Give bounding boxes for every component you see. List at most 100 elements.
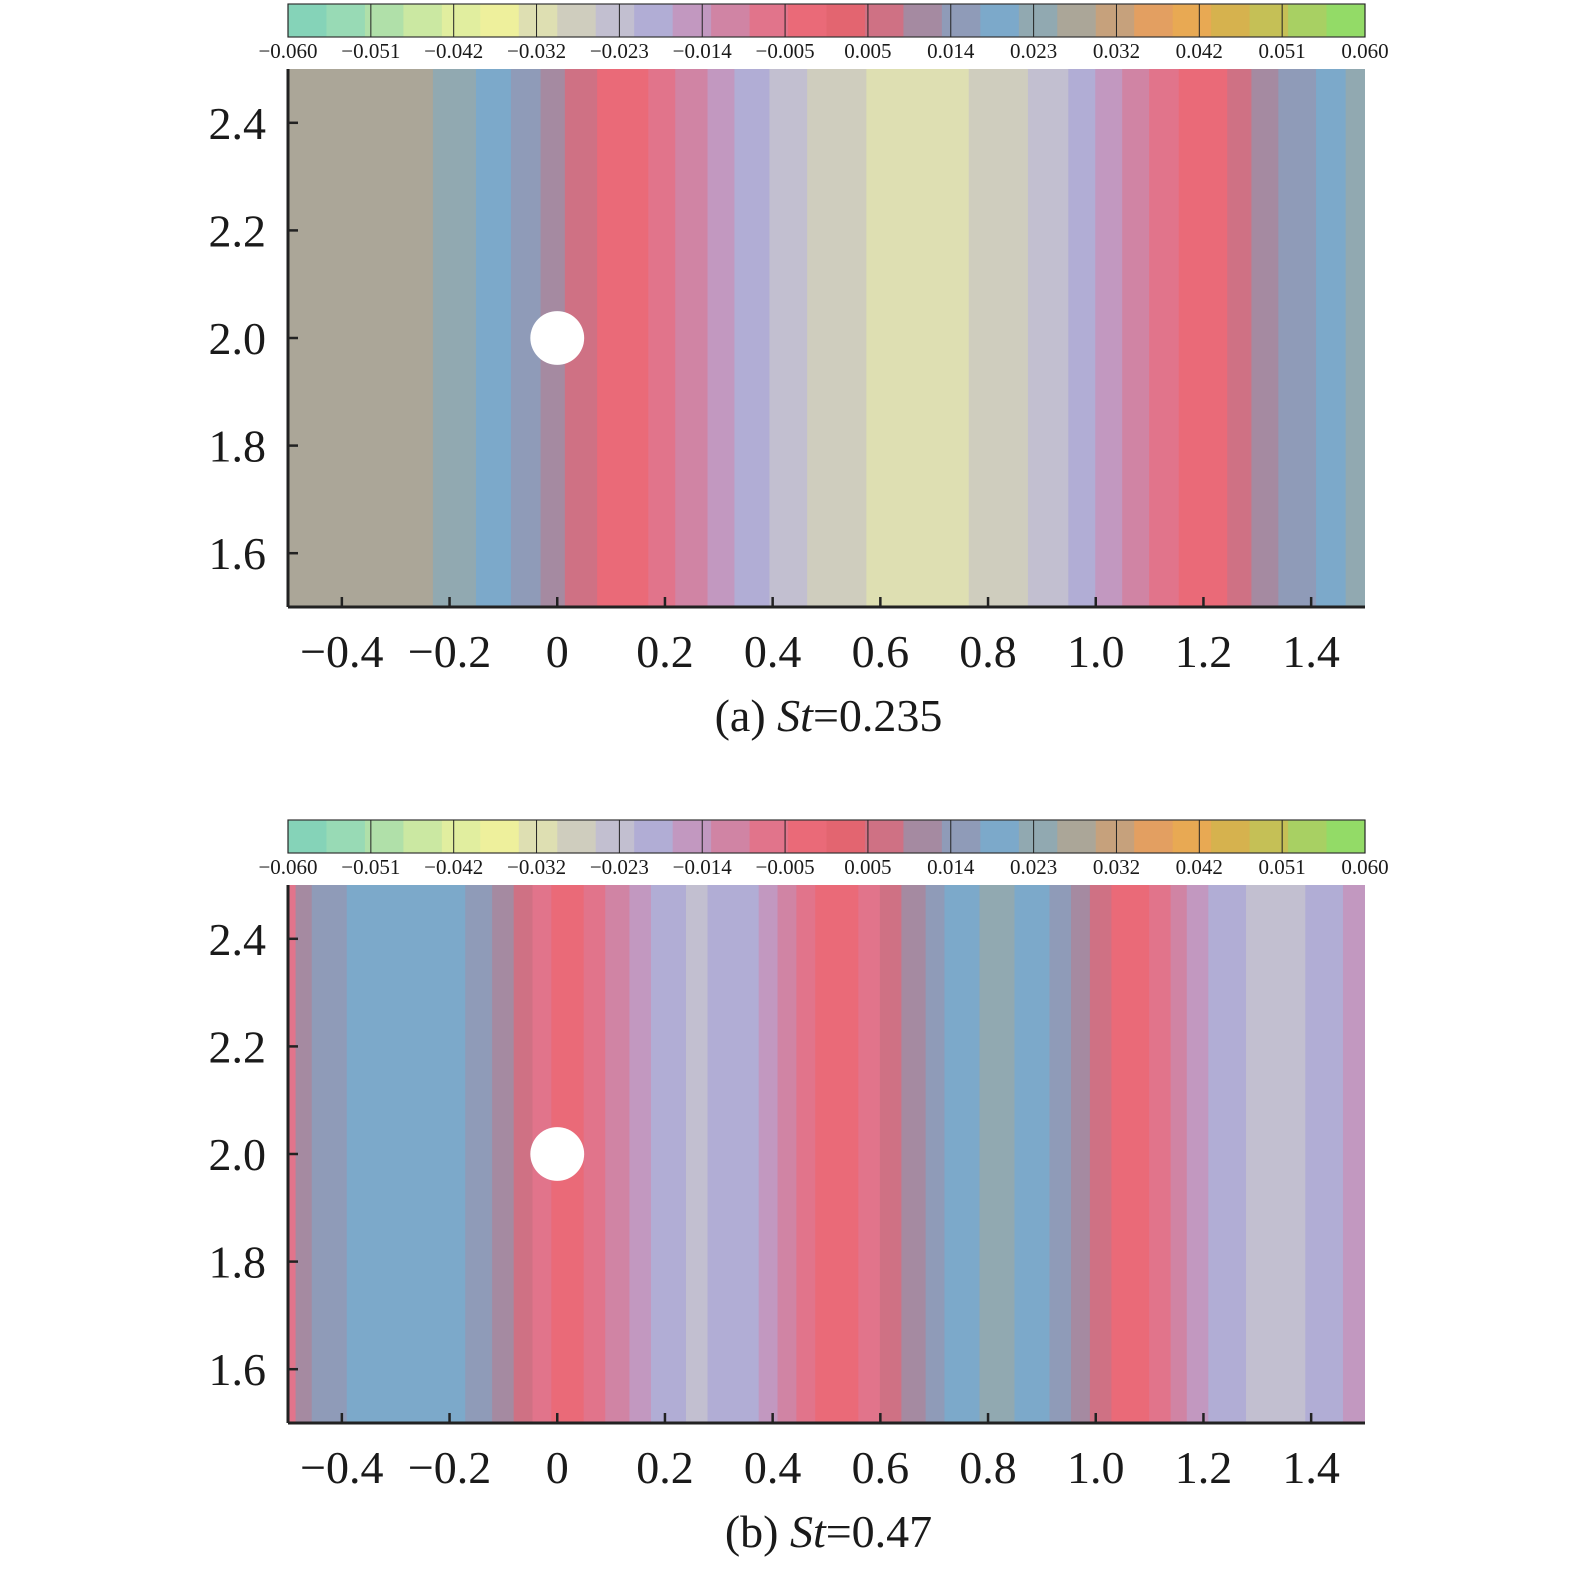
colorbar-swatch (903, 4, 943, 37)
colorbar-swatch (1134, 4, 1174, 37)
colorbar-swatch (1134, 820, 1174, 853)
caption-prefix: (b) (725, 1506, 790, 1557)
x-tick-label: 1.0 (1067, 626, 1125, 677)
contour-band (1208, 885, 1248, 1423)
x-tick-label: 1.4 (1282, 1442, 1340, 1493)
contour-band (769, 69, 809, 607)
y-tick-label: 2.0 (209, 1129, 267, 1180)
caption-variable: St (790, 1506, 827, 1557)
contour-band (1278, 69, 1318, 607)
colorbar-swatch (403, 4, 443, 37)
x-tick-label: 0.2 (636, 626, 694, 677)
colorbar-tick-label: 0.051 (1259, 39, 1306, 63)
contour-band (685, 885, 709, 1423)
y-tick-label: 2.4 (209, 98, 267, 149)
panel-caption: (a) St=0.235 (715, 690, 943, 741)
contour-band (650, 885, 687, 1423)
colorbar-tick-label: 0.032 (1093, 39, 1140, 63)
colorbar-swatch (1018, 4, 1058, 37)
contour-band (513, 885, 534, 1423)
panel-a: −0.060 −0.051 −0.042 −0.032 −0.023 −0.014 −0.0… (209, 3, 1389, 741)
colorbar-tick-label: 0.060 (1341, 855, 1388, 879)
contour-band (1089, 885, 1113, 1423)
contour-band (597, 69, 650, 607)
contour-band (605, 885, 631, 1423)
x-tick-label: 0.8 (959, 1442, 1017, 1493)
colorbar-swatch (364, 4, 404, 37)
contour-band (675, 69, 709, 607)
colorbar-swatch (1172, 4, 1212, 37)
contour-band (288, 69, 434, 607)
contour-band (1345, 69, 1365, 607)
contour-band (311, 885, 348, 1423)
colorbar-swatch (1057, 4, 1097, 37)
contour-band (1186, 885, 1210, 1423)
colorbar-swatch (1211, 820, 1251, 853)
colorbar-swatch (1095, 4, 1135, 37)
contour-band (1246, 885, 1307, 1423)
colorbar-swatch (1057, 820, 1097, 853)
contour-band (866, 69, 970, 607)
colorbar-swatch (1018, 820, 1058, 853)
colorbar-swatch (788, 4, 827, 37)
colorbar-swatch (1326, 4, 1366, 37)
colorbar-swatch (326, 820, 366, 853)
colorbar-swatch (634, 820, 674, 853)
colorbar-swatch (557, 4, 597, 37)
colorbar-swatch (672, 820, 712, 853)
contour-band (1049, 885, 1073, 1423)
contour-band (879, 885, 903, 1423)
colorbar-swatch (941, 820, 981, 853)
contour-band (1316, 69, 1347, 607)
colorbar-tick-label: −0.060 (258, 39, 317, 63)
y-tick-label: 2.2 (209, 1021, 267, 1072)
y-tick-label: 2.0 (209, 313, 267, 364)
contour-band (707, 69, 736, 607)
panel-b: −0.060 −0.051 −0.042 −0.032 −0.023 −0.014 −0.0… (209, 819, 1389, 1557)
colorbar-swatch (749, 4, 789, 37)
x-tick-label: 1.2 (1175, 1442, 1233, 1493)
colorbar-swatch (1249, 4, 1289, 37)
x-tick-label: 0 (546, 626, 569, 677)
contour-band (1071, 885, 1091, 1423)
colorbar-tick-label: 0.032 (1093, 855, 1140, 879)
y-tick-label: 1.8 (209, 1237, 267, 1288)
panel-caption: (b) St=0.47 (725, 1506, 932, 1557)
colorbar-tick-label: 0.060 (1341, 39, 1388, 63)
x-tick-label: 0.8 (959, 626, 1017, 677)
colorbar-swatch (864, 4, 904, 37)
colorbar-tick-label: −0.032 (507, 855, 566, 879)
contour-band (1027, 69, 1070, 607)
contour-band (465, 885, 494, 1423)
caption-variable: St (777, 690, 814, 741)
colorbar-tick-label: −0.060 (258, 855, 317, 879)
colorbar-swatch (711, 4, 751, 37)
colorbar-tick-label: −0.032 (507, 39, 566, 63)
x-tick-label: 0.4 (744, 626, 802, 677)
colorbar-swatch (826, 4, 866, 37)
colorbar-swatch (441, 4, 481, 37)
contour-band (925, 885, 946, 1423)
colorbar-tick-label: −0.023 (590, 39, 649, 63)
colorbar-tick-label: 0.051 (1259, 855, 1306, 879)
colorbar-swatch (980, 4, 1020, 37)
contour-band (1305, 885, 1344, 1423)
colorbar-swatch (480, 820, 520, 853)
colorbar-tick-label: 0.014 (927, 855, 975, 879)
colorbar-swatch (441, 820, 481, 853)
caption-prefix: (a) (715, 690, 778, 741)
colorbar-tick-label: 0.014 (927, 39, 975, 63)
contour-bands (288, 885, 1365, 1423)
colorbar-tick-label: −0.005 (756, 39, 815, 63)
contour-band (346, 885, 467, 1423)
x-tick-label: 1.4 (1282, 626, 1340, 677)
colorbar-tick-label: 0.023 (1010, 855, 1057, 879)
colorbar-swatch (749, 820, 789, 853)
colorbar-swatch (864, 820, 904, 853)
colorbar-tick-label: 0.005 (844, 39, 891, 63)
contour-band (707, 885, 760, 1423)
contour-band (475, 69, 512, 607)
contour-band (1122, 69, 1151, 607)
x-tick-label: −0.2 (408, 626, 491, 677)
